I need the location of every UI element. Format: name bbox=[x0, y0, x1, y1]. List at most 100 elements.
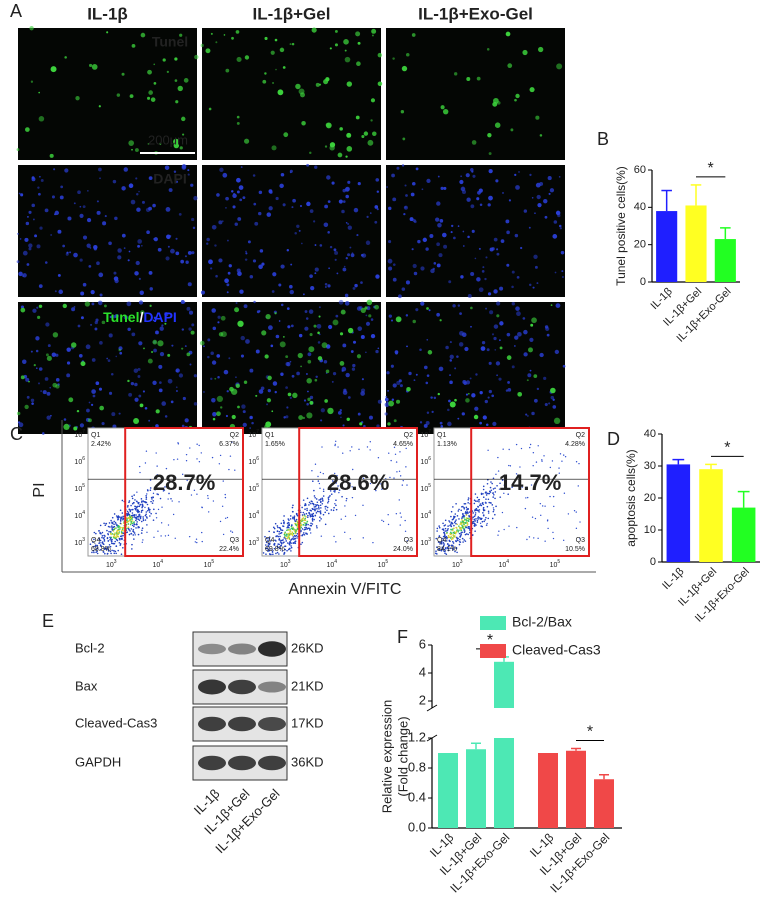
cell bbox=[393, 419, 397, 423]
cell bbox=[35, 336, 40, 341]
cell bbox=[271, 290, 275, 293]
event bbox=[287, 529, 290, 531]
cell bbox=[55, 384, 60, 389]
cell bbox=[82, 282, 87, 287]
event bbox=[450, 529, 453, 531]
event bbox=[345, 497, 348, 500]
cell bbox=[215, 41, 218, 44]
event bbox=[268, 536, 271, 538]
cell bbox=[226, 291, 229, 294]
event bbox=[543, 455, 545, 457]
cell bbox=[439, 319, 442, 322]
event bbox=[467, 517, 469, 520]
cell bbox=[339, 409, 342, 412]
cell bbox=[425, 421, 430, 425]
cell bbox=[476, 76, 481, 81]
cell bbox=[128, 183, 134, 188]
tick-exponent: 6 bbox=[82, 456, 85, 462]
cell bbox=[412, 319, 416, 324]
cell bbox=[137, 367, 141, 371]
event bbox=[273, 547, 276, 550]
event bbox=[277, 535, 280, 538]
event bbox=[450, 523, 452, 525]
event bbox=[120, 516, 122, 519]
event bbox=[451, 537, 454, 539]
weight-label: 26KD bbox=[291, 640, 324, 655]
event bbox=[293, 534, 296, 537]
cell bbox=[178, 212, 182, 216]
event bbox=[178, 501, 180, 503]
event bbox=[300, 543, 302, 545]
event bbox=[442, 542, 445, 544]
event bbox=[136, 505, 139, 508]
event bbox=[321, 502, 324, 505]
cell bbox=[85, 344, 91, 350]
cell bbox=[368, 415, 373, 420]
cell bbox=[42, 432, 45, 435]
cell bbox=[474, 406, 479, 411]
cell bbox=[552, 234, 558, 239]
quadrant-value: 10.5% bbox=[565, 546, 585, 553]
event bbox=[284, 538, 287, 540]
event bbox=[131, 497, 134, 500]
event bbox=[349, 482, 351, 485]
event bbox=[301, 514, 304, 516]
cell bbox=[18, 192, 21, 195]
cell bbox=[417, 239, 421, 244]
cell bbox=[347, 253, 351, 257]
cell bbox=[153, 348, 157, 353]
event bbox=[149, 479, 152, 481]
event bbox=[181, 473, 184, 476]
event bbox=[115, 533, 118, 536]
cell bbox=[211, 360, 217, 365]
cell bbox=[225, 196, 229, 201]
cell bbox=[309, 151, 312, 155]
cell bbox=[550, 395, 555, 400]
cell bbox=[51, 352, 57, 357]
cell bbox=[277, 89, 284, 96]
cell bbox=[451, 224, 454, 228]
cell bbox=[517, 331, 522, 337]
event bbox=[276, 530, 279, 532]
event bbox=[273, 527, 276, 530]
event bbox=[154, 488, 156, 491]
apoptosis-gate bbox=[298, 427, 419, 557]
event bbox=[306, 497, 309, 500]
cell bbox=[349, 246, 352, 249]
cell bbox=[553, 220, 558, 224]
event bbox=[319, 512, 322, 515]
event bbox=[449, 547, 452, 550]
event bbox=[404, 519, 406, 522]
event bbox=[450, 510, 453, 513]
cell bbox=[223, 34, 226, 36]
cell bbox=[302, 293, 305, 296]
cell bbox=[19, 238, 22, 240]
event bbox=[317, 504, 320, 507]
cell bbox=[112, 424, 117, 429]
event bbox=[147, 489, 149, 492]
event bbox=[559, 453, 562, 455]
cell bbox=[109, 315, 112, 318]
event bbox=[383, 480, 385, 483]
event bbox=[319, 501, 322, 503]
event bbox=[454, 540, 457, 542]
tick-base: 10 bbox=[420, 432, 428, 439]
cell bbox=[238, 185, 244, 190]
event bbox=[113, 520, 115, 523]
event bbox=[562, 454, 565, 456]
event bbox=[463, 519, 465, 522]
event bbox=[305, 522, 308, 525]
event bbox=[133, 521, 135, 523]
cell bbox=[94, 327, 98, 331]
event bbox=[176, 458, 179, 460]
event bbox=[440, 543, 443, 545]
event bbox=[340, 518, 342, 520]
cell bbox=[84, 301, 90, 307]
event bbox=[382, 520, 385, 523]
event bbox=[532, 452, 535, 454]
cell bbox=[199, 340, 205, 346]
event bbox=[136, 521, 138, 523]
event bbox=[99, 549, 102, 551]
event bbox=[305, 526, 308, 529]
event bbox=[546, 520, 549, 522]
